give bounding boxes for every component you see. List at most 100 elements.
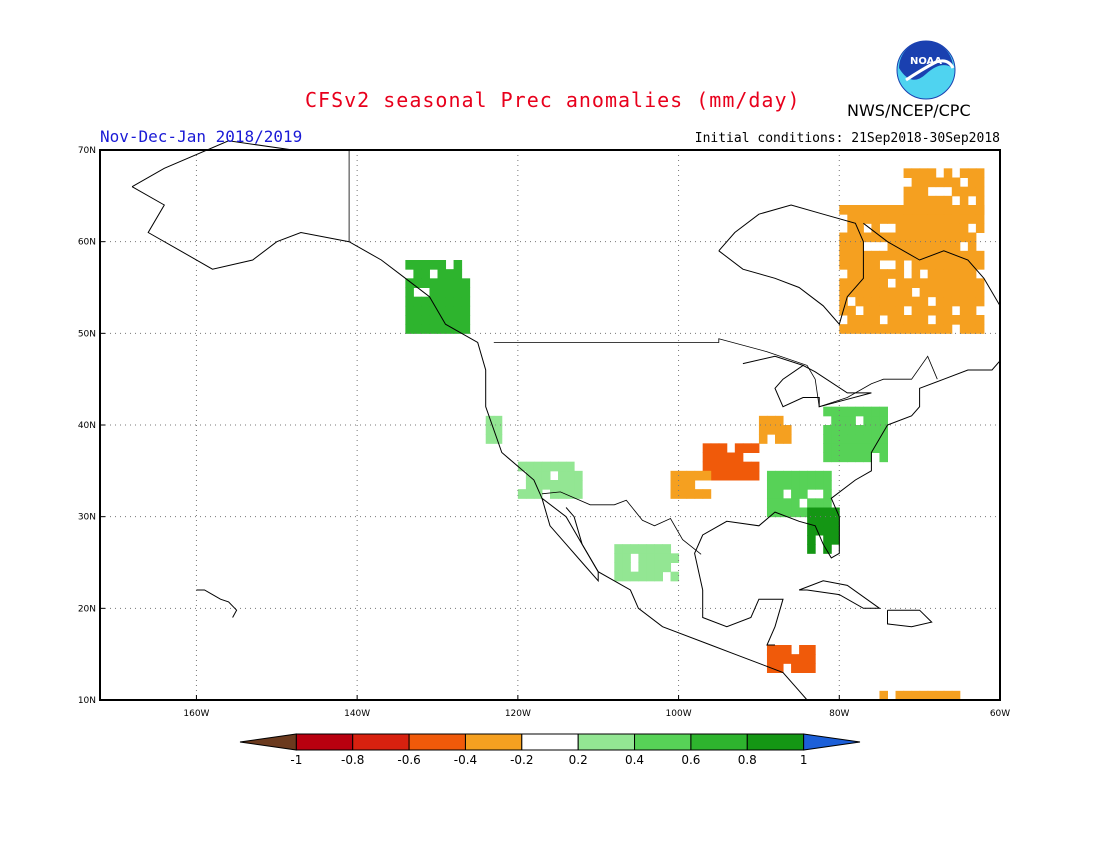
anomaly-cell [758, 434, 768, 444]
coastline-segment [131, 186, 808, 701]
anomaly-cell [943, 177, 953, 188]
anomaly-cell [919, 186, 929, 197]
anomaly-cell [453, 324, 463, 334]
anomaly-cell [429, 260, 438, 270]
colorbar-swatch [464, 733, 523, 751]
anomaly-cell [742, 461, 752, 472]
anomaly-cell [871, 434, 880, 444]
anomaly-cell [967, 269, 977, 279]
anomaly-cell [855, 443, 864, 453]
anomaly-cell [943, 168, 953, 178]
anomaly-cell [823, 452, 832, 463]
anomaly-cell [855, 223, 864, 233]
anomaly-cell [678, 489, 688, 499]
anomaly-cell [879, 690, 888, 701]
anomaly-cell [437, 278, 447, 288]
colorbar-swatch [634, 733, 692, 751]
anomaly-cell [445, 305, 455, 316]
anomaly-cell [855, 315, 864, 325]
anomaly-cell [935, 214, 945, 224]
lat-tick-label: 30N [78, 513, 96, 523]
anomaly-cell [855, 425, 864, 435]
anomaly-cell [413, 305, 422, 316]
anomaly-cell [903, 232, 913, 243]
anomaly-cell [951, 177, 961, 188]
anomaly-cell [871, 305, 880, 316]
anomaly-cell [863, 232, 872, 243]
anomaly-cell [847, 214, 856, 224]
anomaly-cell [807, 645, 816, 655]
anomaly-cell [614, 553, 623, 563]
anomaly-cell [783, 498, 792, 508]
anomaly-cell [638, 553, 647, 563]
anomaly-cell [847, 250, 856, 261]
anomaly-cell [734, 461, 744, 472]
colorbar-swatch [352, 733, 410, 751]
anomaly-cell [437, 305, 447, 316]
anomaly-cell [871, 315, 880, 325]
anomaly-cell [895, 278, 905, 288]
anomaly-cell [686, 470, 696, 481]
anomaly-cell [927, 241, 937, 252]
anomaly-cell [453, 287, 463, 298]
anomaly-cell [807, 654, 816, 664]
anomaly-cell [807, 525, 816, 536]
anomaly-cell [421, 260, 430, 270]
anomaly-cell [525, 480, 535, 490]
anomaly-cell [887, 287, 897, 298]
anomaly-cell [919, 205, 929, 215]
anomaly-cell [766, 470, 776, 481]
anomaly-cell [775, 498, 784, 508]
anomaly-cell [807, 470, 816, 481]
anomaly-cell [558, 461, 567, 472]
anomaly-cell [654, 553, 663, 563]
anomaly-cell [453, 315, 463, 325]
anomaly-cell [734, 443, 744, 453]
anomaly-cell [718, 452, 728, 463]
anomaly-cell [927, 324, 937, 334]
anomaly-cell [919, 287, 929, 298]
anomaly-cell [951, 232, 961, 243]
anomaly-cell [566, 470, 575, 481]
anomaly-cell [823, 443, 832, 453]
anomaly-cell [405, 278, 414, 288]
anomaly-cell [975, 278, 985, 288]
anomaly-cell [951, 241, 961, 252]
anomaly-cell [871, 278, 880, 288]
anomaly-cell [517, 461, 527, 472]
anomaly-cell [959, 195, 969, 206]
anomaly-cell [951, 260, 961, 270]
anomaly-cell [919, 168, 929, 178]
anomaly-cell [927, 214, 937, 224]
anomaly-cell [831, 434, 840, 444]
anomaly-cell [895, 296, 905, 307]
anomaly-cell [758, 415, 768, 426]
anomaly-cell [413, 260, 422, 270]
anomaly-cell [847, 278, 856, 288]
anomaly-cell [927, 690, 937, 701]
anomaly-cell [654, 562, 663, 573]
anomaly-cell [847, 452, 856, 463]
anomaly-cell [421, 278, 430, 288]
anomaly-cell [847, 260, 856, 270]
anomaly-cell [911, 214, 921, 224]
anomaly-cell [574, 489, 583, 499]
anomaly-cell [927, 278, 937, 288]
anomaly-cell [726, 452, 736, 463]
anomaly-cell [437, 269, 447, 279]
anomaly-cell [855, 214, 864, 224]
anomaly-cell [839, 324, 848, 334]
anomaly-cell [839, 205, 848, 215]
anomaly-cell [710, 443, 720, 453]
colorbar-label: 0.6 [681, 753, 700, 767]
anomaly-cell [951, 269, 961, 279]
anomaly-cell [943, 324, 953, 334]
anomaly-cell [710, 452, 720, 463]
anomaly-cell [855, 452, 864, 463]
anomaly-cell [863, 315, 872, 325]
anomaly-cell [646, 562, 655, 573]
anomaly-cell [686, 480, 696, 490]
anomaly-cell [959, 250, 969, 261]
colorbar-swatch [521, 733, 579, 751]
anomaly-cell [975, 195, 985, 206]
